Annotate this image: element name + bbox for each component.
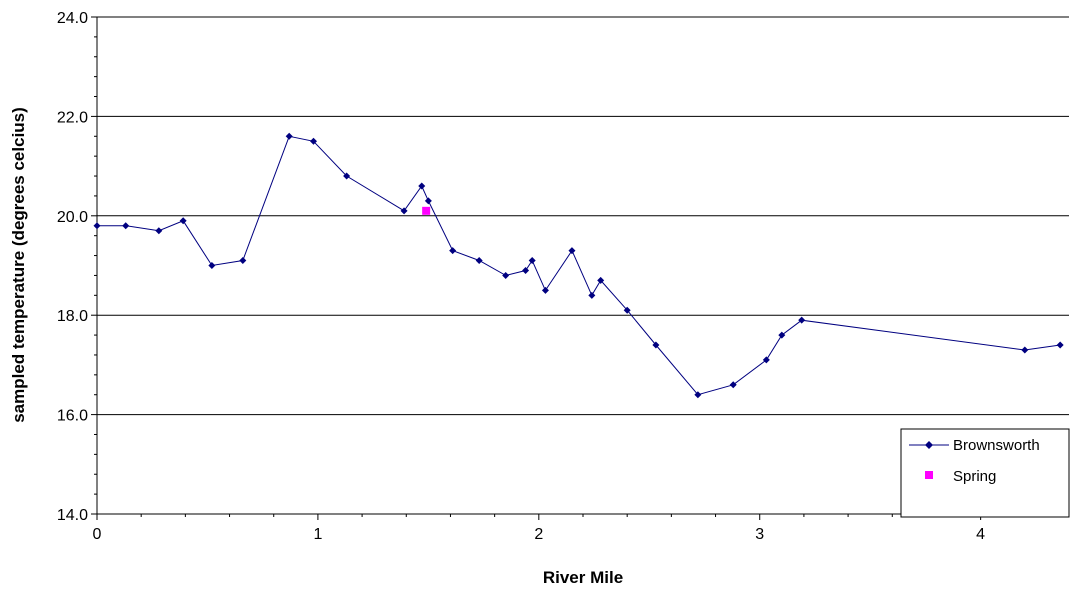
data-point-brownsworth xyxy=(597,276,605,284)
data-point-brownsworth xyxy=(798,316,806,324)
legend: Brownsworth Spring xyxy=(900,428,1070,518)
data-point-brownsworth xyxy=(93,222,101,230)
y-tick-label: 14.0 xyxy=(57,507,88,524)
data-point-brownsworth xyxy=(1021,346,1029,354)
y-tick-label: 18.0 xyxy=(57,308,88,325)
data-point-brownsworth xyxy=(179,217,187,225)
data-point-brownsworth xyxy=(424,197,432,205)
y-tick-label: 20.0 xyxy=(57,209,88,226)
data-point-brownsworth xyxy=(400,207,408,215)
series-line-brownsworth xyxy=(97,135,1061,396)
x-axis-title: River Mile xyxy=(543,568,623,587)
x-tick-label: 3 xyxy=(755,526,764,543)
y-axis-ticks: 14.0 16.0 18.0 20.0 22.0 24.0 xyxy=(57,10,97,524)
data-point-brownsworth xyxy=(155,227,163,235)
legend-spring-label: Spring xyxy=(953,468,996,485)
y-tick-label: 24.0 xyxy=(57,10,88,27)
series-points xyxy=(93,132,1064,399)
data-point-brownsworth xyxy=(652,341,660,349)
data-point-brownsworth xyxy=(309,137,317,145)
data-point-brownsworth xyxy=(285,132,293,140)
y-tick-label: 16.0 xyxy=(57,408,88,425)
data-point-brownsworth xyxy=(568,247,576,255)
data-point-brownsworth xyxy=(694,391,702,399)
data-point-brownsworth xyxy=(588,291,596,299)
data-point-brownsworth xyxy=(762,356,770,364)
legend-spring-marker xyxy=(925,471,933,479)
data-point-brownsworth xyxy=(475,257,483,265)
data-point-brownsworth xyxy=(1056,341,1064,349)
x-tick-label: 4 xyxy=(976,526,985,543)
data-point-brownsworth xyxy=(239,257,247,265)
y-axis-title: sampled temperature (degrees celcius) xyxy=(9,107,28,423)
data-point-brownsworth xyxy=(502,271,510,279)
data-point-brownsworth xyxy=(208,262,216,269)
legend-brownsworth-marker xyxy=(925,441,933,449)
legend-brownsworth-label: Brownsworth xyxy=(953,437,1040,454)
x-tick-label: 0 xyxy=(93,526,102,543)
data-point-brownsworth xyxy=(778,331,786,339)
data-point-brownsworth xyxy=(729,381,737,389)
data-point-brownsworth xyxy=(541,286,549,294)
x-tick-label: 1 xyxy=(313,526,322,543)
data-point-brownsworth xyxy=(122,222,130,230)
data-point-brownsworth xyxy=(449,247,457,255)
x-tick-label: 2 xyxy=(534,526,543,543)
data-point-brownsworth xyxy=(343,172,351,180)
series-lines xyxy=(97,135,1061,396)
data-point-brownsworth xyxy=(418,182,426,190)
data-point-brownsworth xyxy=(522,266,530,274)
data-point-brownsworth xyxy=(623,306,631,314)
data-point-spring xyxy=(422,206,431,215)
y-tick-label: 22.0 xyxy=(57,109,88,126)
data-point-brownsworth xyxy=(528,257,536,265)
